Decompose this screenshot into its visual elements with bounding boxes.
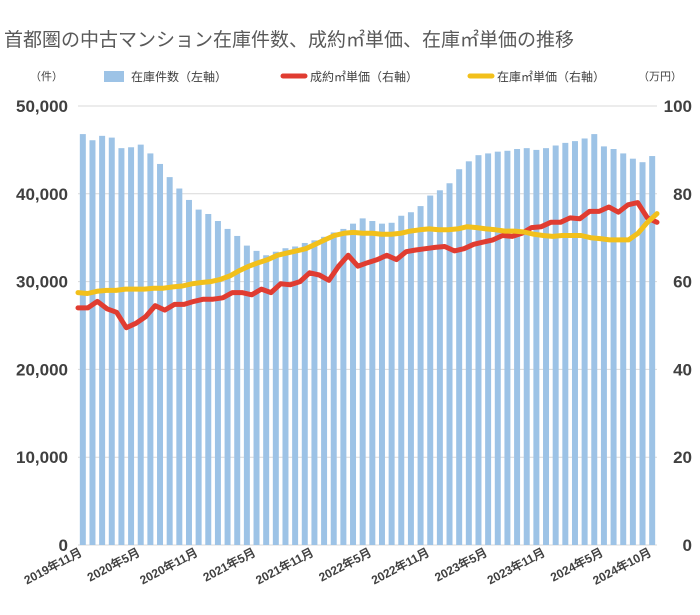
right-tick-label: 40 bbox=[673, 360, 692, 379]
legend-label: 在庫件数（左軸） bbox=[131, 69, 227, 84]
chart-title: 首都圏の中古マンション在庫件数、成約㎡単価、在庫㎡単価の推移 bbox=[4, 28, 574, 51]
inventory-bars bbox=[79, 134, 656, 546]
inventory-bar bbox=[504, 150, 511, 545]
inventory-bar bbox=[185, 199, 192, 546]
inventory-bar bbox=[176, 188, 183, 546]
left-axis-unit: （件） bbox=[30, 70, 63, 83]
inventory-bar bbox=[301, 242, 308, 545]
inventory-bar bbox=[292, 246, 299, 546]
inventory-bar bbox=[514, 149, 521, 545]
inventory-bar bbox=[311, 240, 318, 546]
x-tick-label: 2021年11月 bbox=[253, 544, 316, 587]
right-tick-label: 60 bbox=[673, 273, 692, 292]
inventory-bar bbox=[465, 161, 472, 545]
left-axis-ticks: 0 10,000 20,000 30,000 40,000 50,000 bbox=[16, 97, 68, 555]
inventory-bar bbox=[340, 228, 347, 546]
inventory-bar bbox=[436, 190, 443, 545]
legend-label: 在庫㎡単価（右軸） bbox=[497, 69, 605, 84]
inventory-bar bbox=[359, 218, 366, 545]
inventory-bar bbox=[562, 142, 569, 545]
right-axis-ticks: 0 20 40 60 80 100 bbox=[664, 97, 692, 555]
inventory-bar bbox=[523, 148, 530, 546]
inventory-bar bbox=[108, 137, 115, 545]
inventory-bar bbox=[253, 250, 260, 545]
inventory-bar bbox=[591, 134, 598, 545]
inventory-bar bbox=[427, 195, 434, 545]
inventory-bar bbox=[195, 209, 202, 545]
x-tick-label: 2023年11月 bbox=[484, 544, 547, 587]
inventory-bar bbox=[157, 163, 164, 545]
x-tick-label: 2023年5月 bbox=[432, 544, 490, 584]
inventory-bar bbox=[485, 153, 492, 546]
inventory-bar bbox=[282, 248, 289, 545]
right-tick-label: 100 bbox=[664, 97, 692, 116]
x-tick-label: 2022年11月 bbox=[369, 544, 432, 587]
left-tick-label: 0 bbox=[59, 536, 68, 555]
inventory-bar bbox=[89, 140, 96, 545]
contract-price-line bbox=[75, 200, 660, 331]
inventory-bar bbox=[417, 206, 424, 546]
inventory-bar bbox=[494, 151, 501, 545]
inventory-bar bbox=[620, 153, 627, 546]
inventory-bar bbox=[224, 228, 231, 546]
right-tick-label: 80 bbox=[673, 185, 692, 204]
inventory-bar bbox=[214, 221, 221, 545]
inventory-bar bbox=[234, 235, 241, 545]
left-tick-label: 50,000 bbox=[16, 97, 68, 116]
inventory-bar bbox=[610, 149, 617, 545]
left-tick-label: 10,000 bbox=[16, 448, 68, 467]
inventory-bar bbox=[205, 213, 212, 545]
left-tick-label: 30,000 bbox=[16, 273, 68, 292]
inventory-bar bbox=[378, 223, 385, 546]
inventory-bar bbox=[649, 156, 656, 545]
inventory-bar bbox=[446, 183, 453, 545]
inventory-bar bbox=[600, 146, 607, 545]
inventory-bar bbox=[398, 215, 405, 545]
left-tick-label: 20,000 bbox=[16, 360, 68, 379]
inventory-bar bbox=[137, 144, 144, 545]
right-tick-label: 0 bbox=[683, 536, 692, 555]
right-axis-unit: （万円） bbox=[638, 70, 682, 83]
inventory-bar bbox=[118, 148, 125, 546]
legend-label: 成約㎡単価（右軸） bbox=[310, 69, 418, 84]
price-lines bbox=[75, 200, 660, 331]
inventory-price-line bbox=[75, 211, 660, 296]
inventory-bar bbox=[272, 251, 279, 546]
inventory-bar bbox=[147, 153, 154, 546]
inventory-bar bbox=[475, 155, 482, 545]
inventory-bar bbox=[243, 245, 250, 546]
inventory-bar bbox=[533, 149, 540, 545]
inventory-bar bbox=[552, 145, 559, 545]
inventory-bar bbox=[639, 162, 646, 545]
right-tick-label: 20 bbox=[673, 448, 692, 467]
gridlines bbox=[78, 105, 657, 546]
inventory-bar bbox=[407, 212, 414, 545]
inventory-bar bbox=[128, 147, 135, 546]
inventory-bar bbox=[321, 236, 328, 545]
inventory-bar bbox=[369, 221, 376, 545]
inventory-bar bbox=[456, 169, 463, 545]
inventory-bar bbox=[99, 135, 106, 546]
legend-swatch-bar bbox=[104, 71, 124, 82]
inventory-bar bbox=[571, 141, 578, 545]
inventory-bar bbox=[263, 255, 270, 545]
inventory-bar bbox=[388, 222, 395, 546]
inventory-bar bbox=[330, 232, 337, 545]
inventory-bar bbox=[629, 158, 636, 545]
inventory-bar bbox=[543, 148, 550, 546]
x-tick-label: 2022年5月 bbox=[316, 544, 374, 584]
inventory-bar bbox=[166, 177, 173, 546]
inventory-bar bbox=[581, 138, 588, 545]
left-tick-label: 40,000 bbox=[16, 185, 68, 204]
x-tick-label: 2020年11月 bbox=[137, 544, 200, 587]
inventory-bar bbox=[350, 223, 357, 546]
legend: 在庫件数（左軸） 成約㎡単価（右軸） 在庫㎡単価（右軸） bbox=[104, 69, 605, 84]
inventory-bar bbox=[79, 134, 86, 545]
x-tick-label: 2021年5月 bbox=[200, 544, 258, 584]
x-tick-label: 2020年5月 bbox=[84, 544, 142, 584]
x-tick-label: 2019年11月 bbox=[21, 544, 84, 587]
